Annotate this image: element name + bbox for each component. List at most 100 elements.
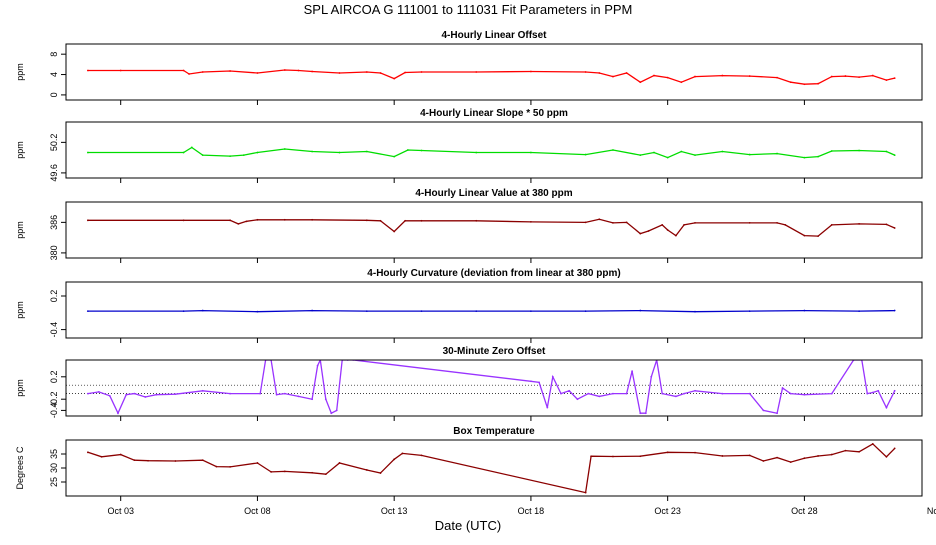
y-tick-label: 25 <box>49 477 59 487</box>
data-point <box>283 69 286 71</box>
data-point <box>100 455 103 458</box>
data-point <box>844 449 847 452</box>
data-point <box>201 389 204 392</box>
y-tick-label: 386 <box>49 215 59 230</box>
data-point <box>401 452 404 455</box>
data-point <box>155 393 158 396</box>
data-point <box>174 393 177 396</box>
data-point <box>587 392 590 395</box>
data-point <box>844 75 847 77</box>
data-point <box>530 220 532 223</box>
data-point <box>789 392 792 395</box>
data-point <box>830 150 833 152</box>
data-point <box>858 149 860 152</box>
data-point <box>803 393 806 396</box>
data-point <box>612 392 614 395</box>
data-point <box>639 232 642 235</box>
y-tick-label: 8 <box>49 52 59 57</box>
data-point <box>576 398 579 401</box>
plot-frame <box>65 121 923 179</box>
figure-title: SPL AIRCOA G 111001 to 111031 Fit Parame… <box>304 2 633 17</box>
data-point <box>147 459 149 462</box>
y-axis-label: ppm <box>15 141 25 159</box>
data-point <box>584 491 587 494</box>
data-point <box>119 453 122 456</box>
data-point <box>393 77 396 80</box>
data-point <box>866 392 869 395</box>
data-point <box>365 469 368 471</box>
data-point <box>182 69 185 72</box>
data-point <box>871 74 874 77</box>
plot-frame <box>65 201 923 259</box>
data-point <box>748 153 751 156</box>
data-point <box>530 380 532 383</box>
data-point <box>338 151 341 154</box>
data-point <box>379 219 382 222</box>
data-point <box>144 396 147 398</box>
data-point <box>694 310 696 313</box>
data-point <box>612 149 614 151</box>
data-point <box>365 150 368 153</box>
data-point <box>201 309 204 312</box>
data-point <box>885 79 888 82</box>
panel-title: 4-Hourly Linear Slope * 50 ppm <box>420 108 568 119</box>
data-point <box>86 151 89 154</box>
data-point <box>885 455 888 458</box>
data-point <box>789 461 792 464</box>
data-point <box>612 455 614 458</box>
data-point <box>311 471 314 474</box>
data-point <box>86 69 89 72</box>
data-point <box>639 154 642 156</box>
data-point <box>404 71 407 74</box>
data-point <box>229 155 231 158</box>
data-point <box>803 457 806 460</box>
data-point <box>365 219 368 222</box>
data-point <box>297 395 300 398</box>
data-point <box>885 406 888 409</box>
data-point <box>311 398 314 401</box>
data-point <box>283 392 286 395</box>
series-line <box>87 360 896 415</box>
data-point <box>830 224 833 226</box>
data-point <box>188 73 190 75</box>
data-point <box>174 460 177 462</box>
data-point <box>762 409 765 412</box>
data-point <box>420 71 423 73</box>
data-point <box>590 455 592 458</box>
data-point <box>97 391 100 393</box>
data-point <box>721 74 724 77</box>
x-tick-label: Oct 03 <box>107 506 134 516</box>
data-point <box>86 392 89 395</box>
data-point <box>830 392 833 395</box>
data-point <box>776 152 778 155</box>
data-point <box>694 221 696 224</box>
y-tick-label: 49.6 <box>49 164 59 182</box>
data-point <box>256 310 259 313</box>
data-point <box>666 229 669 231</box>
data-point <box>256 218 259 221</box>
panel-title: 4-Hourly Linear Offset <box>441 30 547 41</box>
data-point <box>393 155 396 158</box>
data-point <box>538 381 541 384</box>
data-point <box>653 151 655 154</box>
data-point <box>683 224 685 226</box>
data-point <box>666 451 669 454</box>
data-point <box>475 71 478 73</box>
data-point <box>379 72 382 74</box>
data-point <box>625 221 628 224</box>
data-point <box>133 392 136 395</box>
data-point <box>893 154 896 156</box>
panel-title: 4-Hourly Linear Value at 380 ppm <box>415 188 572 199</box>
panel-title: Box Temperature <box>453 426 535 437</box>
data-point <box>237 222 240 225</box>
data-point <box>256 462 259 464</box>
data-point <box>694 451 696 454</box>
data-point <box>86 219 89 222</box>
data-point <box>650 375 653 378</box>
y-axis-label: Degrees C <box>15 446 25 490</box>
data-point <box>117 412 119 415</box>
data-point <box>229 70 231 72</box>
data-point <box>683 392 685 395</box>
